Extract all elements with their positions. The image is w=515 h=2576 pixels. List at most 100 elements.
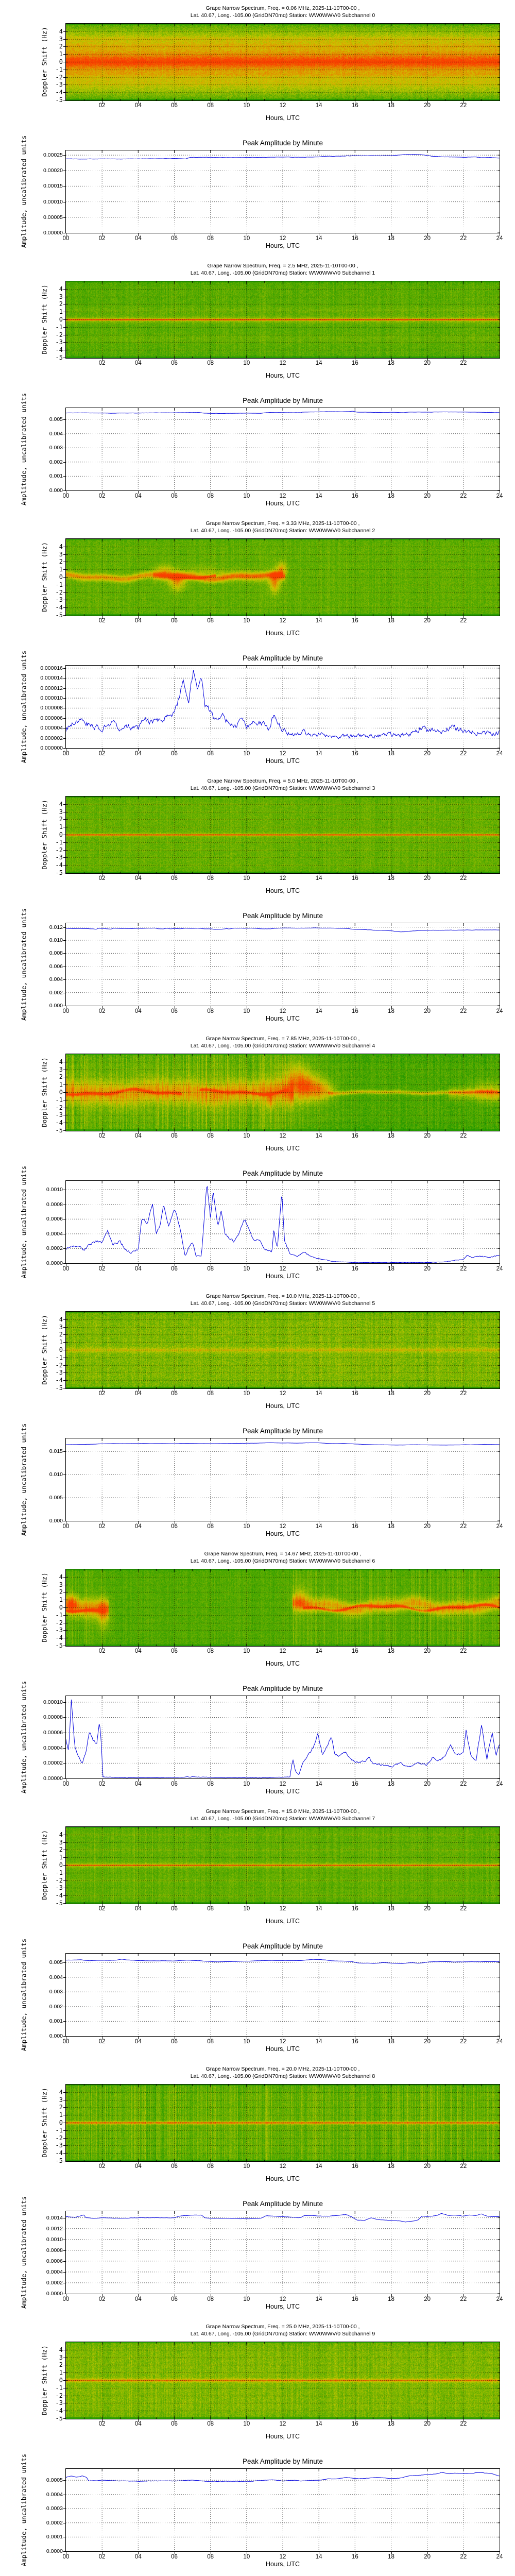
spectrogram-xtick-mark <box>391 2162 392 2164</box>
amplitude-ytick-label: 0.002 <box>49 2003 63 2010</box>
amplitude-xtick-label: 16 <box>351 1523 358 1530</box>
spectrogram-xtick-label: 18 <box>388 1391 394 1397</box>
amplitude-xtick-mark <box>391 2552 392 2554</box>
amplitude-xtick-mark <box>427 491 428 494</box>
amplitude-title: Peak Amplitude by Minute <box>242 139 323 147</box>
amplitude-ytick-mark <box>63 217 66 218</box>
spectrogram-ytick-mark <box>63 577 66 578</box>
spectrogram-ytick-label: 1 <box>59 1338 63 1346</box>
spectrogram-ytick-label: -5 <box>55 869 63 876</box>
spectrogram-ytick-label: -1 <box>55 1611 63 1619</box>
spectrogram-title-line1: Grape Narrow Spectrum, Freq. = 15.0 MHz,… <box>205 1808 360 1815</box>
subchannel-figure-2: Grape Narrow Spectrum, Freq. = 3.33 MHz,… <box>0 515 515 773</box>
amplitude-ytick-label: 0.000004 <box>40 725 63 732</box>
amplitude-plot <box>66 1181 500 1263</box>
spectrogram-ytick-mark <box>63 1092 66 1093</box>
spectrogram-xtick-label: 20 <box>424 1391 431 1397</box>
spectrogram-title-line1: Grape Narrow Spectrum, Freq. = 14.67 MHz… <box>204 1551 362 1557</box>
spectrogram-xtick-mark <box>427 1389 428 1392</box>
amplitude-ytick-label: 0.00025 <box>43 152 63 159</box>
amplitude-xtick-mark <box>138 1006 139 1009</box>
spectrogram-ytick-label: -2 <box>55 2392 63 2399</box>
spectrogram-ytick-label: 2 <box>59 300 63 308</box>
spectrogram-xtick-label: 22 <box>460 1391 467 1397</box>
amplitude-xtick-label: 18 <box>388 1523 394 1530</box>
spectrogram-title-line2: Lat. 40.67, Long. -105.00 (GridDN70mq) S… <box>190 1300 375 1307</box>
spectrogram-ytick-mark <box>63 857 66 858</box>
spectrogram-ytick-label: 4 <box>59 2088 63 2096</box>
spectrogram-ytick-label: -5 <box>55 1900 63 1907</box>
amplitude-ytick-mark <box>63 748 66 749</box>
amplitude-xtick-label: 16 <box>351 751 358 757</box>
amplitude-ytick-label: 0.0014 <box>46 2214 63 2221</box>
spectrogram-xtick-label: 08 <box>207 1648 214 1654</box>
spectrogram-xtick-label: 12 <box>279 1133 286 1139</box>
subchannel-figure-9: Grape Narrow Spectrum, Freq. = 25.0 MHz,… <box>0 2318 515 2576</box>
spectrogram-ytick-label: 4 <box>59 2346 63 2353</box>
spectrogram-ytick-mark <box>63 1857 66 1858</box>
amplitude-ytick-mark <box>63 2021 66 2022</box>
amplitude-xtick-label: 00 <box>62 235 70 242</box>
spectrogram-xtick-label: 20 <box>424 2421 431 2427</box>
spectrogram-title-line2: Lat. 40.67, Long. -105.00 (GridDN70mq) S… <box>190 785 375 791</box>
spectrogram-xlabel: Hours, UTC <box>266 2175 300 2182</box>
amplitude-plot <box>66 1954 500 2036</box>
spectrogram-title-line1: Grape Narrow Spectrum, Freq. = 0.06 MHz,… <box>205 5 360 11</box>
amplitude-xtick-label: 24 <box>496 493 503 499</box>
spectrogram-ytick-label: -1 <box>55 1869 63 1876</box>
amplitude-xtick-label: 02 <box>98 2296 106 2302</box>
spectrogram-xtick-label: 18 <box>388 360 394 366</box>
spectrogram-xtick-label: 02 <box>98 1648 106 1654</box>
amplitude-ytick-label: 0.010 <box>49 937 63 944</box>
amplitude-xtick-label: 04 <box>134 1266 142 1272</box>
amplitude-xtick-label: 02 <box>98 1781 106 1787</box>
amplitude-ytick-mark <box>63 476 66 477</box>
amplitude-xtick-label: 20 <box>424 1266 431 1272</box>
spectrogram-xtick-label: 10 <box>243 1906 250 1912</box>
spectrogram-ytick-label: -4 <box>55 604 63 612</box>
spectrogram-xtick-label: 04 <box>134 1133 142 1139</box>
spectrogram-ytick-label: -5 <box>55 354 63 361</box>
spectrogram-title: Grape Narrow Spectrum, Freq. = 7.85 MHz,… <box>66 1035 500 1049</box>
spectrogram-xtick-label: 14 <box>315 875 322 882</box>
amplitude-xtick-label: 20 <box>424 1523 431 1530</box>
spectrogram-xlabel: Hours, UTC <box>266 372 300 379</box>
spectrogram-xtick-label: 02 <box>98 1133 106 1139</box>
spectrogram-xtick-label: 12 <box>279 360 286 366</box>
spectrogram-xtick-label: 10 <box>243 2421 250 2427</box>
amplitude-xtick-label: 18 <box>388 751 394 757</box>
amplitude-ytick-label: 0.000008 <box>40 705 63 711</box>
amplitude-ytick-label: 0.005 <box>49 416 63 423</box>
spectrogram-xtick-label: 14 <box>315 360 322 366</box>
amplitude-ytick-label: 0.0002 <box>46 2519 63 2526</box>
spectrogram-xtick-mark <box>138 616 139 619</box>
amplitude-xtick-label: 12 <box>279 2296 286 2302</box>
spectrogram-xtick-label: 22 <box>460 2421 467 2427</box>
amplitude-xtick-mark <box>391 1006 392 1009</box>
amplitude-plot <box>66 408 500 490</box>
amplitude-xtick-label: 08 <box>207 235 214 242</box>
amplitude-ytick-label: 0.0000 <box>46 2548 63 2554</box>
amplitude-xtick-label: 22 <box>460 2554 467 2560</box>
amplitude-xtick-label: 14 <box>315 1523 322 1530</box>
amplitude-ytick-label: 0.015 <box>49 1448 63 1455</box>
spectrogram-ytick-label: 3 <box>59 35 63 43</box>
spectrogram-xtick-label: 18 <box>388 875 394 882</box>
amplitude-xtick-mark <box>391 491 392 494</box>
amplitude-xtick-label: 10 <box>243 1523 250 1530</box>
amplitude-xtick-label: 20 <box>424 1008 431 1014</box>
spectrogram-ytick-label: 3 <box>59 1838 63 1846</box>
amplitude-xtick-label: 10 <box>243 493 250 499</box>
spectrogram-ytick-label: -2 <box>55 1361 63 1369</box>
amplitude-xtick-label: 12 <box>279 2039 286 2045</box>
spectrogram-ytick-mark <box>63 842 66 843</box>
spectrogram-xlabel: Hours, UTC <box>266 630 300 637</box>
spectrogram-xtick-mark <box>138 1904 139 1907</box>
amplitude-ytick-label: 0.0003 <box>46 2505 63 2512</box>
spectrogram-xtick-mark <box>391 359 392 361</box>
amplitude-ytick-label: 0.0004 <box>46 1230 63 1237</box>
amplitude-xtick-label: 22 <box>460 1781 467 1787</box>
spectrogram-plot <box>66 539 500 616</box>
spectrogram-title: Grape Narrow Spectrum, Freq. = 5.0 MHz, … <box>66 777 500 792</box>
amplitude-xtick-mark <box>391 1264 392 1266</box>
